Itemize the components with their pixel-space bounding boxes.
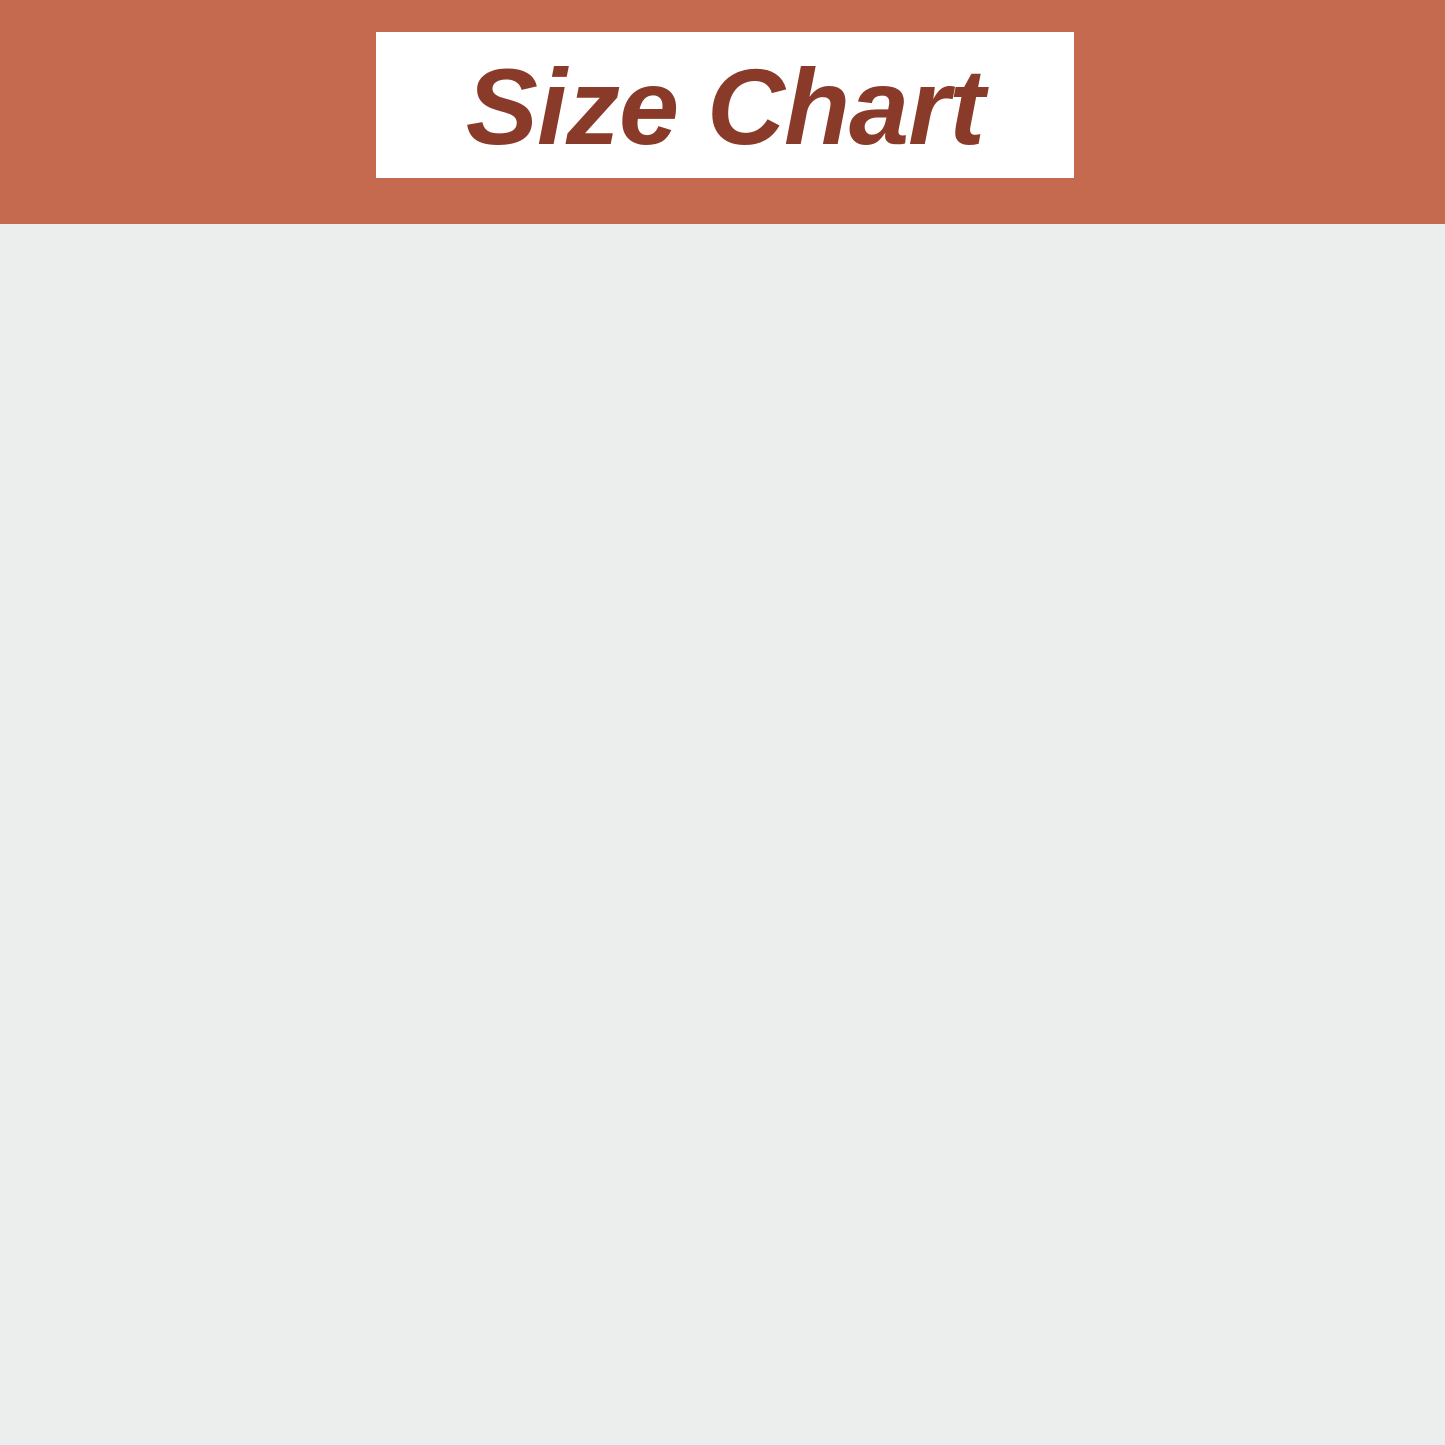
svg-text:Size Chart: Size Chart xyxy=(466,46,989,167)
